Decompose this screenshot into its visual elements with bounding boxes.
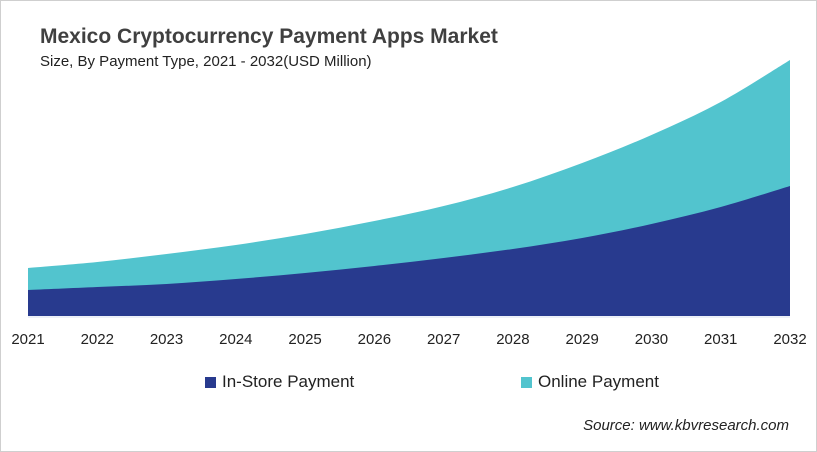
legend-item-in-store: In-Store Payment [205, 372, 354, 392]
x-tick-label: 2022 [81, 331, 114, 348]
x-tick-label: 2027 [427, 331, 460, 348]
x-tick-label: 2029 [565, 331, 598, 348]
x-tick-label: 2024 [219, 331, 252, 348]
x-tick-label: 2032 [773, 331, 806, 348]
x-tick-label: 2026 [358, 331, 391, 348]
legend-swatch-in-store [205, 376, 216, 388]
x-tick-label: 2021 [11, 331, 44, 348]
legend-label-online: Online Payment [538, 372, 659, 391]
legend-item-online: Online Payment [521, 372, 659, 392]
chart-title: Mexico Cryptocurrency Payment Apps Marke… [40, 25, 498, 48]
x-tick-label: 2031 [704, 331, 737, 348]
x-tick-label: 2023 [150, 331, 183, 348]
area-in-store-payment [28, 186, 790, 316]
x-tick-label: 2030 [635, 331, 668, 348]
source-note: Source: www.kbvresearch.com [583, 417, 789, 434]
x-tick-label: 2025 [288, 331, 321, 348]
legend-label-in-store: In-Store Payment [222, 372, 355, 391]
chart-subtitle: Size, By Payment Type, 2021 - 2032(USD M… [40, 53, 372, 70]
legend-swatch-online [521, 376, 532, 388]
x-tick-label: 2028 [496, 331, 529, 348]
